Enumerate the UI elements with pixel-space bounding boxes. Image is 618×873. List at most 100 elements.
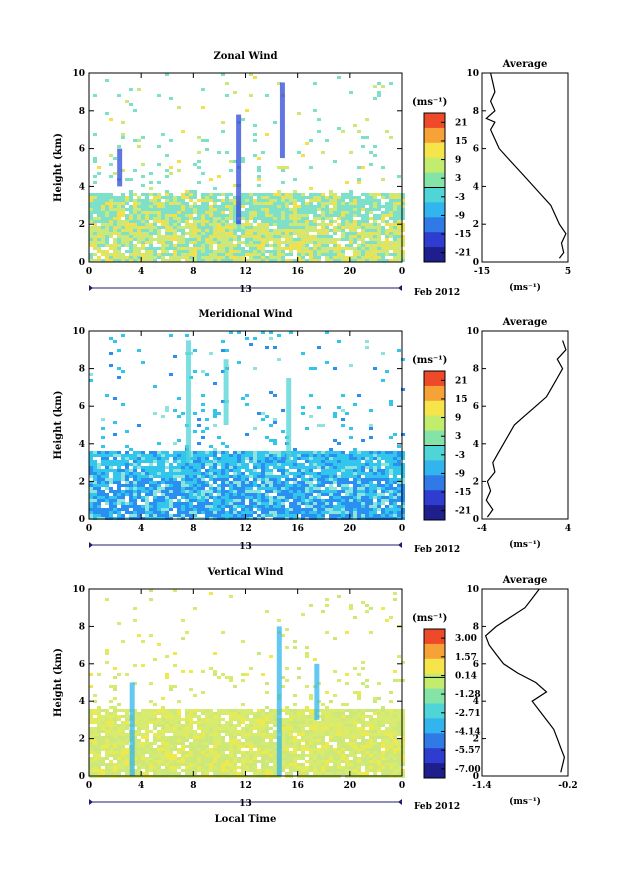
heatmap-cell: [233, 160, 237, 163]
heatmap-cell: [265, 217, 269, 220]
heatmap-cell: [193, 484, 197, 487]
heatmap-cell: [133, 250, 137, 253]
heatmap-cell: [137, 211, 141, 214]
heatmap-cell: [93, 751, 97, 754]
heatmap-cell: [365, 502, 369, 505]
heatmap-cell: [217, 217, 221, 220]
heatmap-cell: [241, 709, 245, 712]
heatmap-cell: [245, 745, 249, 748]
heatmap-cell: [141, 511, 145, 514]
heatmap-cell: [273, 496, 277, 499]
heatmap-cell: [333, 454, 337, 457]
heatmap-cell: [189, 730, 193, 733]
heatmap-cell: [225, 721, 229, 724]
heatmap-cell: [153, 259, 157, 262]
heatmap-cell: [393, 463, 397, 466]
heatmap-cell: [301, 508, 305, 511]
heatmap-cell: [353, 487, 357, 490]
heatmap-cell: [121, 508, 125, 511]
heatmap-cell: [225, 499, 229, 502]
heatmap-cell: [157, 202, 161, 205]
heatmap-cell: [249, 511, 253, 514]
heatmap-cell: [117, 760, 121, 763]
heatmap-cell: [125, 235, 129, 238]
heatmap-cell: [181, 745, 185, 748]
heatmap-cell: [381, 475, 385, 478]
heatmap-cell: [97, 505, 101, 508]
heatmap-cell: [245, 196, 249, 199]
heatmap-cell: [261, 463, 265, 466]
heatmap-cell: [221, 631, 225, 634]
heatmap-cell: [245, 712, 249, 715]
heatmap-cell: [177, 490, 181, 493]
heatmap-cell: [325, 232, 329, 235]
heatmap-cell: [157, 460, 161, 463]
heatmap-cell: [201, 772, 205, 775]
heatmap-cell: [349, 460, 353, 463]
heatmap-cell: [173, 451, 177, 454]
heatmap-cell: [281, 253, 285, 256]
heatmap-cell: [205, 229, 209, 232]
heatmap-cell: [337, 226, 341, 229]
heatmap-cell: [365, 223, 369, 226]
heatmap-cell: [345, 205, 349, 208]
heatmap-cell: [165, 220, 169, 223]
heatmap-cell: [301, 196, 305, 199]
heatmap-cell: [209, 454, 213, 457]
heatmap-cell: [269, 472, 273, 475]
heatmap-cell: [309, 394, 313, 397]
heatmap-cell: [185, 202, 189, 205]
heatmap-cell: [185, 757, 189, 760]
heatmap-cell: [233, 460, 237, 463]
heatmap-cell: [181, 454, 185, 457]
heatmap-cell: [213, 229, 217, 232]
heatmap-cell: [117, 250, 121, 253]
heatmap-cell: [333, 250, 337, 253]
heatmap-cell: [141, 199, 145, 202]
heatmap-cell: [253, 745, 257, 748]
heatmap-cell: [153, 748, 157, 751]
heatmap-cell: [177, 244, 181, 247]
heatmap-cell: [349, 454, 353, 457]
heatmap-cell: [177, 256, 181, 259]
heatmap-cell: [97, 241, 101, 244]
heatmap-cell: [165, 754, 169, 757]
heatmap-cell: [197, 451, 201, 454]
heatmap-cell: [225, 772, 229, 775]
heatmap-cell: [209, 463, 213, 466]
heatmap-cell: [113, 463, 117, 466]
heatmap-cell: [141, 256, 145, 259]
heatmap-cell: [281, 481, 285, 484]
heatmap-cell: [153, 769, 157, 772]
heatmap-cell: [365, 493, 369, 496]
heatmap-cell: [385, 463, 389, 466]
colorbar-tick-label: 21: [455, 118, 468, 128]
heatmap-cell: [313, 244, 317, 247]
heatmap-cell: [329, 220, 333, 223]
heatmap-cell: [157, 94, 161, 97]
heatmap-cell: [253, 472, 257, 475]
heatmap-cell: [281, 259, 285, 262]
heatmap-cell: [157, 745, 161, 748]
heatmap-cell: [153, 253, 157, 256]
heatmap-cell: [209, 493, 213, 496]
heatmap-cell: [145, 256, 149, 259]
heatmap-cell: [109, 163, 113, 166]
heatmap-cell: [245, 514, 249, 517]
heatmap-cell: [217, 751, 221, 754]
heatmap-cell: [233, 199, 237, 202]
heatmap-cell: [341, 196, 345, 199]
heatmap-cell: [369, 409, 373, 412]
heatmap-cell: [217, 754, 221, 757]
heatmap-cell: [153, 229, 157, 232]
heatmap-cell: [289, 193, 293, 196]
heatmap-cell: [213, 763, 217, 766]
colorbar-segment: [424, 475, 445, 491]
heatmap-cell: [225, 514, 229, 517]
heatmap-cell: [117, 751, 121, 754]
heatmap-cell: [221, 748, 225, 751]
heatmap-cell: [293, 448, 297, 451]
heatmap-cell: [153, 472, 157, 475]
heatmap-cell: [161, 238, 165, 241]
heatmap-cell: [189, 715, 193, 718]
